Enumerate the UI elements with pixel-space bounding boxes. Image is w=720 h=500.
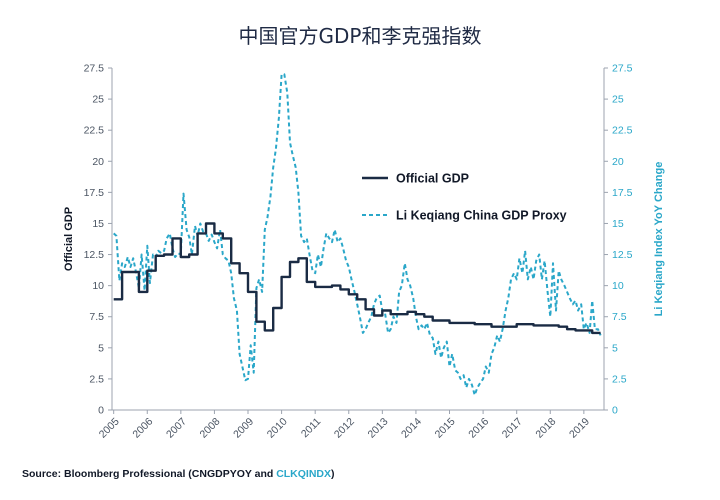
y-tick-left-label: 10	[92, 280, 104, 292]
x-tick-label: 2006	[130, 416, 155, 441]
y-tick-right-label: 22.5	[612, 125, 633, 137]
legend-label-proxy: Li Keqiang China GDP Proxy	[396, 209, 567, 223]
y-tick-left-label: 20	[92, 156, 104, 168]
y-tick-left-label: 15	[92, 218, 104, 230]
y-tick-right-label: 25	[612, 94, 624, 106]
source-note: Source: Bloomberg Professional (CNGDPYOY…	[22, 468, 335, 480]
x-tick-label: 2019	[567, 416, 592, 441]
x-tick-label: 2014	[399, 416, 424, 441]
x-tick-label: 2009	[231, 416, 256, 441]
y-tick-left-label: 27.5	[84, 63, 105, 75]
y-axis-right-label: Li Keqiang Index YoY Change	[653, 162, 665, 317]
y-tick-right-label: 12.5	[612, 249, 633, 261]
y-tick-left-label: 7.5	[89, 311, 104, 323]
y-tick-right-label: 20	[612, 156, 624, 168]
x-tick-label: 2005	[97, 416, 122, 441]
y-tick-right-label: 17.5	[612, 187, 633, 199]
y-tick-right-label: 10	[612, 280, 624, 292]
x-tick-label: 2015	[433, 416, 458, 441]
x-tick-label: 2017	[500, 416, 525, 441]
x-tick-label: 2010	[265, 416, 290, 441]
source-suffix: )	[331, 468, 335, 480]
x-tick-label: 2008	[198, 416, 223, 441]
series-group	[113, 73, 602, 397]
x-tick-label: 2018	[533, 416, 558, 441]
chart-title: 中国官方GDP和李克强指数	[238, 24, 482, 48]
legend-label-official: Official GDP	[396, 172, 469, 186]
y-tick-right-label: 27.5	[612, 63, 633, 75]
x-tick-label: 2016	[466, 416, 491, 441]
y-tick-right-label: 7.5	[612, 311, 627, 323]
source-prefix: Source: Bloomberg Professional (CNGDPYOY…	[22, 468, 277, 480]
x-tick-label: 2012	[332, 416, 357, 441]
y-tick-right-label: 2.5	[612, 373, 627, 385]
y-tick-left-label: 5	[98, 342, 104, 354]
y-tick-left-label: 0	[98, 405, 104, 417]
x-tick-label: 2007	[164, 416, 189, 441]
y-axis-left-label: Official GDP	[63, 207, 75, 271]
series-line-proxy	[113, 73, 602, 397]
y-tick-left-label: 17.5	[84, 187, 105, 199]
y-tick-right-label: 15	[612, 218, 624, 230]
y-tick-right-label: 0	[612, 405, 618, 417]
series-line-official	[113, 222, 601, 335]
x-tick-label: 2013	[365, 416, 390, 441]
y-tick-left-label: 22.5	[84, 125, 105, 137]
y-tick-right-label: 5	[612, 342, 618, 354]
y-tick-left-label: 12.5	[84, 249, 105, 261]
y-tick-left-label: 25	[92, 94, 104, 106]
source-accent: CLKQINDX	[276, 468, 332, 480]
legend: Official GDP Li Keqiang China GDP Proxy	[362, 172, 567, 223]
y-tick-left-label: 2.5	[89, 373, 104, 385]
x-tick-label: 2011	[299, 416, 324, 441]
axes: 0 0 2.5 2.5 5 5 7.5 7.5 10 10 12.5 12.5 15 15 17.5 17.5…	[63, 63, 665, 441]
